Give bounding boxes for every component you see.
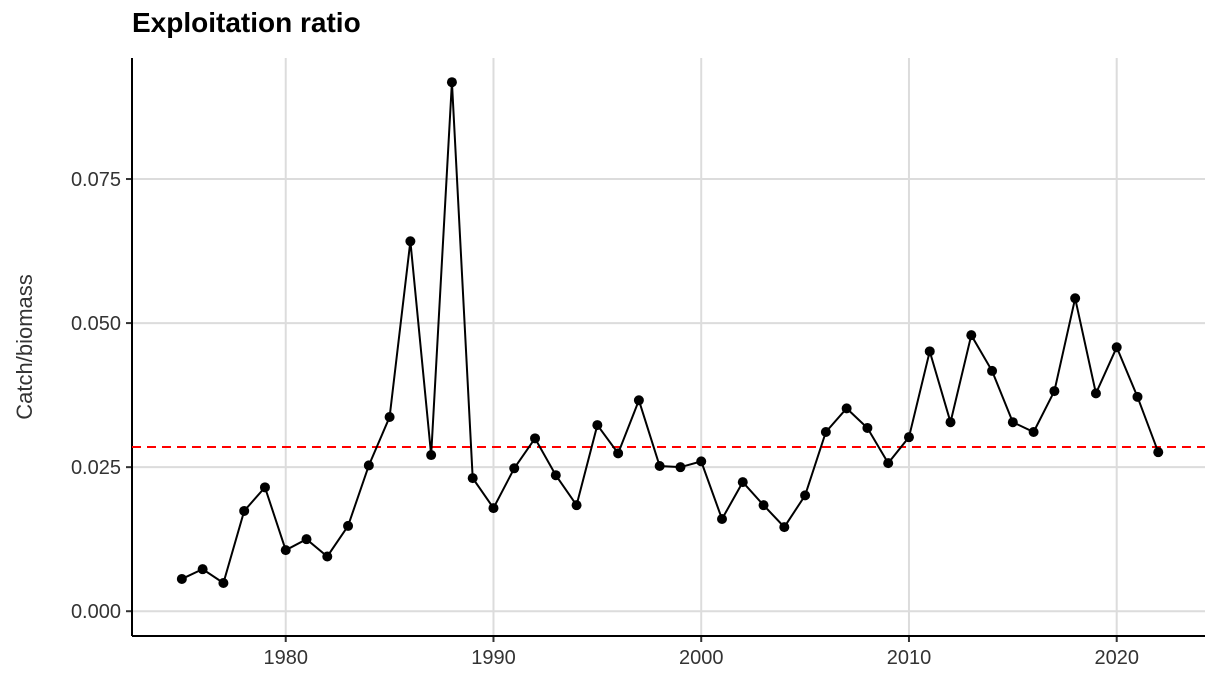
data-point [1049,386,1060,397]
data-point [633,395,644,406]
data-point [322,551,333,562]
data-point [280,545,291,556]
data-point [197,564,208,575]
data-point [218,577,229,588]
data-point [509,463,520,474]
data-point [592,420,603,431]
data-point [924,346,935,357]
data-point [446,77,457,88]
data-point [1132,391,1143,402]
data-point [530,433,541,444]
data-line [181,82,1160,585]
data-point [1153,447,1164,458]
data-point [1090,388,1101,399]
x-tick-label: 1990 [471,647,516,669]
data-point [820,427,831,437]
x-tick-label: 2020 [1094,647,1139,669]
y-axis-label: Catch/biomass [12,274,37,420]
data-point [966,330,977,341]
data-point [488,503,499,514]
data-point [716,514,727,525]
data-point [467,473,478,484]
data-point [550,470,561,481]
data-point [654,461,665,471]
data-point [1070,293,1081,304]
data-point [841,403,852,414]
y-tick-label: 0.025 [71,457,121,479]
data-point [613,448,624,459]
data-point [696,456,707,467]
data-point [800,490,811,501]
data-point [987,365,998,376]
y-tick-label: 0.000 [71,601,121,623]
data-point [737,477,748,488]
data-point [1028,427,1039,437]
data-point [1007,417,1018,428]
data-point [259,482,270,493]
x-tick-label: 2010 [887,647,932,669]
data-point [405,236,416,247]
data-point [675,462,686,473]
data-point [903,432,914,443]
data-point [779,522,790,533]
data-point [301,534,312,545]
data-point [1111,342,1122,353]
data-point [758,500,769,511]
data-point [945,417,956,428]
data-point [571,500,582,511]
data-point [363,460,374,471]
y-tick-label: 0.075 [71,169,121,191]
chart-title: Exploitation ratio [132,7,361,38]
x-tick-label: 1980 [263,647,308,669]
y-tick-label: 0.050 [71,313,121,335]
data-point [426,450,437,461]
data-point [343,520,354,531]
data-point [176,573,187,584]
data-point [883,458,894,469]
x-tick-label: 2000 [679,647,724,669]
data-point [239,505,250,516]
data-point [862,422,873,433]
data-point [384,412,395,423]
